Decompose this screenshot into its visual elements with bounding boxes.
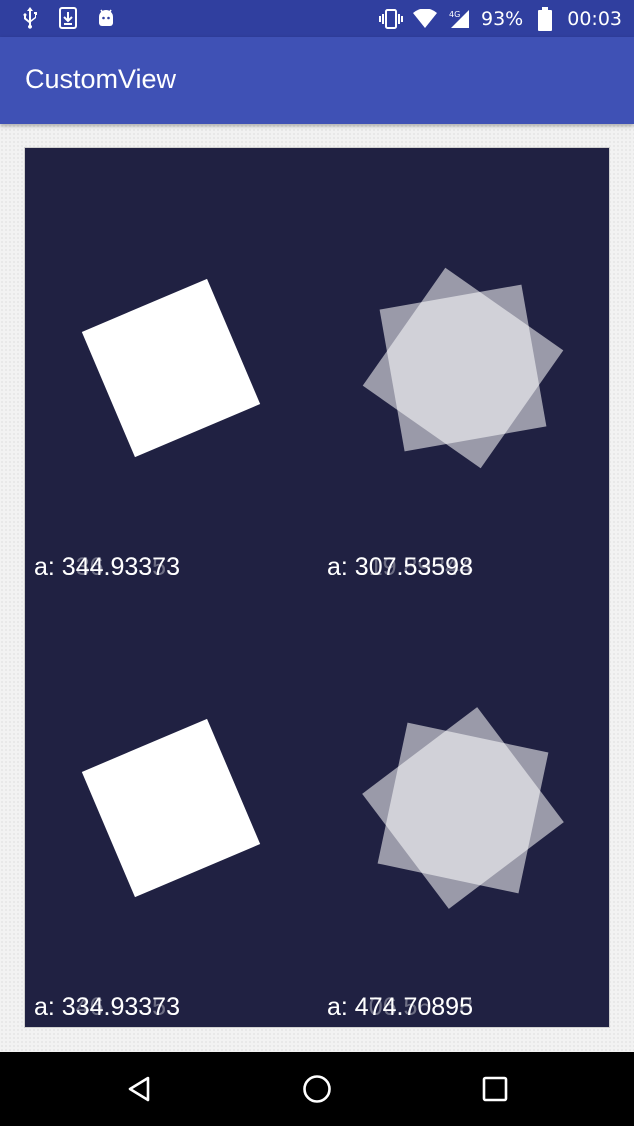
download-icon — [56, 6, 80, 30]
battery-icon — [533, 6, 557, 31]
app-bar: CustomView — [0, 37, 634, 124]
angle-label-value: a: 474.70895 — [327, 993, 473, 1021]
angle-label-ghost: a: 319.89344 — [327, 553, 473, 581]
panel-3: a: 346.93353 a: 334.93373 — [25, 588, 317, 1027]
app-title: CustomView — [25, 64, 177, 94]
overlapping-squares-shape — [362, 707, 564, 909]
angle-label: a: 346.93353 a: 334.93373 — [34, 993, 180, 1022]
panel-2: a: 319.89344 a: 307.53598 — [317, 148, 609, 588]
angle-label: a: 336.93353 a: 344.93373 — [34, 553, 180, 582]
panel-4: a: 406.56398 a: 474.70895 — [317, 588, 609, 1027]
angle-label-value: a: 344.93373 — [34, 553, 180, 581]
battery-percent: 93% — [481, 7, 524, 30]
overlapping-squares-shape — [362, 267, 564, 469]
angle-label-ghost: a: 346.93353 — [34, 993, 180, 1021]
home-icon — [303, 1075, 331, 1103]
rotated-square-shape — [81, 718, 261, 898]
back-icon — [128, 1076, 150, 1102]
svg-text:4G: 4G — [449, 10, 460, 19]
recents-icon — [482, 1076, 508, 1102]
panel-1: a: 336.93353 a: 344.93373 — [25, 148, 317, 588]
angle-label: a: 406.56398 a: 474.70895 — [327, 993, 473, 1022]
angle-label-ghost: a: 336.93353 — [34, 553, 180, 581]
vibrate-icon — [379, 7, 403, 31]
home-button[interactable] — [297, 1069, 337, 1109]
wifi-icon — [413, 7, 437, 31]
clock: 00:03 — [567, 7, 622, 30]
android-icon — [94, 6, 118, 30]
recents-button[interactable] — [475, 1069, 515, 1109]
angle-label-ghost: a: 406.56398 — [327, 993, 473, 1021]
back-button[interactable] — [119, 1069, 159, 1109]
angle-label: a: 319.89344 a: 307.53598 — [327, 553, 473, 582]
status-bar: 4G 93% 00:03 — [0, 0, 634, 37]
signal-4g-icon: 4G — [447, 7, 471, 31]
navigation-bar — [0, 1052, 634, 1126]
rotated-square-shape — [81, 278, 261, 458]
custom-view-canvas[interactable]: a: 336.93353 a: 344.93373 a: 319.89344 a… — [25, 148, 609, 1027]
usb-icon — [18, 6, 42, 30]
angle-label-value: a: 307.53598 — [327, 553, 473, 581]
angle-label-value: a: 334.93373 — [34, 993, 180, 1021]
